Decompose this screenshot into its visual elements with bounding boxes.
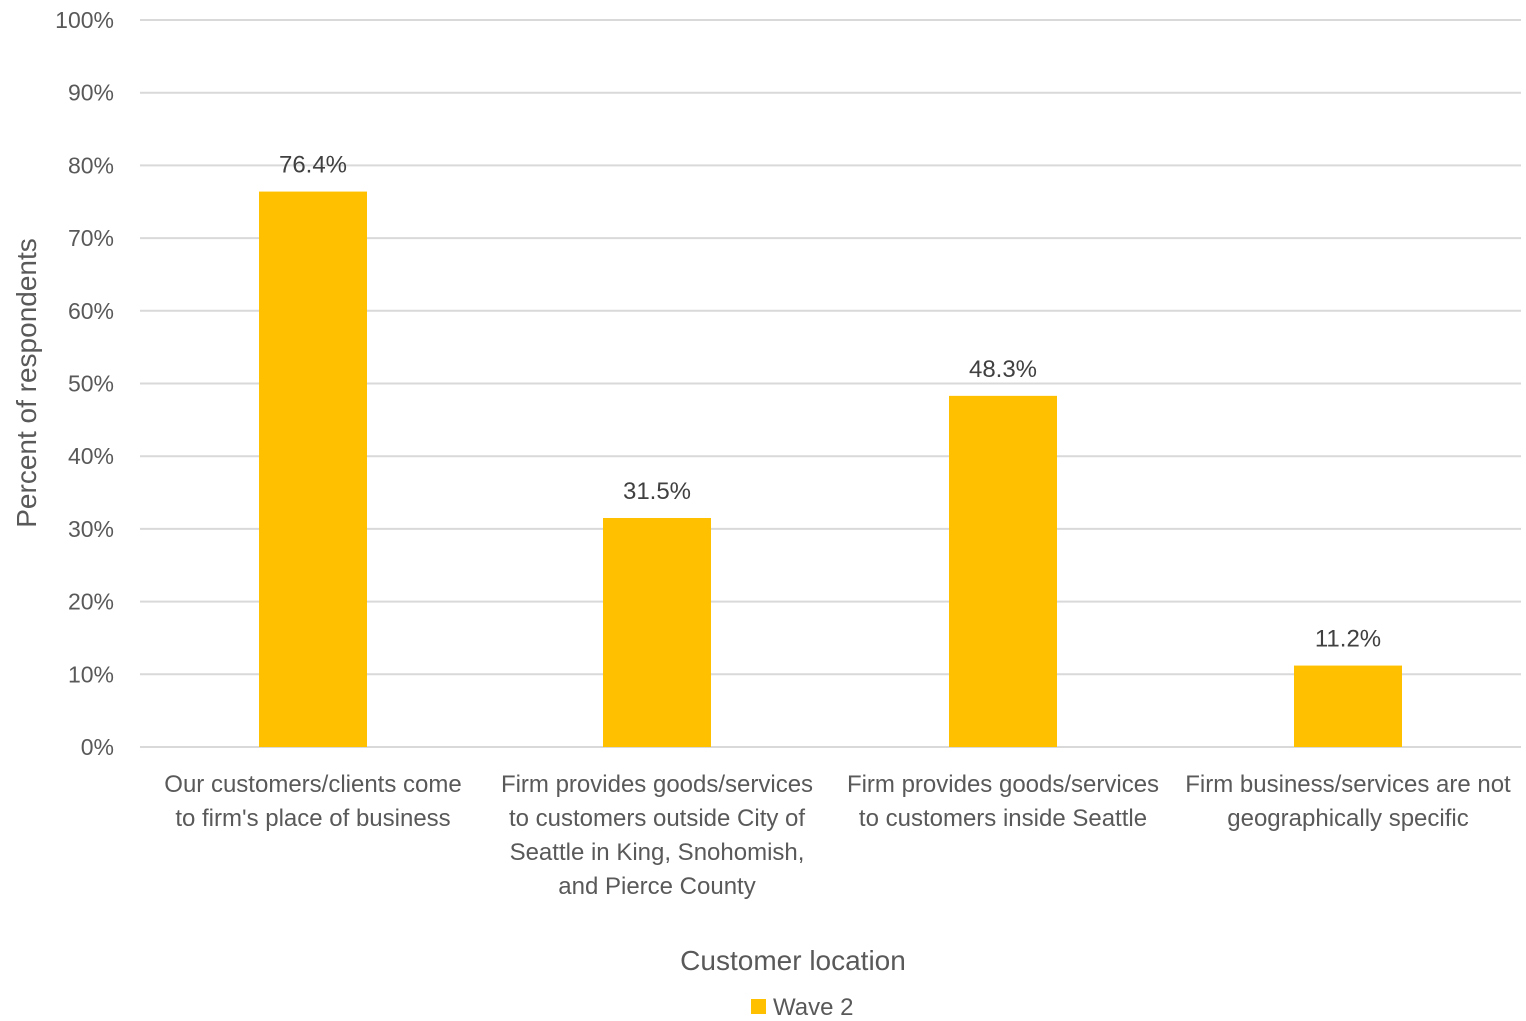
y-tick-label: 100% <box>55 7 114 33</box>
legend-swatch-wave-2 <box>751 999 766 1014</box>
y-tick-label: 20% <box>68 589 114 615</box>
legend-label-wave-2: Wave 2 <box>773 994 853 1021</box>
x-category-label: Firm provides goods/services to customers… <box>847 771 1159 832</box>
legend: Wave 2 <box>751 994 853 1021</box>
x-category-label-line: to customers inside Seattle <box>859 805 1147 832</box>
bar-data-label: 11.2% <box>1315 626 1381 653</box>
bar <box>259 191 367 747</box>
bar <box>603 517 711 747</box>
bar-data-label: 31.5% <box>623 478 691 505</box>
x-category-label-line: Our customers/clients come <box>164 771 461 798</box>
data-labels: 76.4% 31.5% 48.3% 11.2% <box>279 152 1381 653</box>
y-tick-label: 90% <box>68 80 114 106</box>
x-category-label-line: Seattle in King, Snohomish, <box>510 839 805 866</box>
x-category-label-line: Firm provides goods/services <box>501 771 813 798</box>
x-category-label-line: to customers outside City of <box>509 805 805 832</box>
x-category-label-line: and Pierce County <box>558 873 755 900</box>
y-tick-label: 30% <box>68 516 114 542</box>
y-tick-label: 70% <box>68 225 114 251</box>
y-axis-tick-labels: 0% 10% 20% 30% 40% 50% 60% 70% 80% 90% 100% <box>55 7 114 760</box>
y-tick-label: 60% <box>68 298 114 324</box>
bar-data-label: 48.3% <box>969 356 1037 383</box>
bars <box>259 191 1402 747</box>
y-tick-label: 40% <box>68 443 114 469</box>
bar <box>1294 665 1402 747</box>
y-tick-label: 50% <box>68 371 114 397</box>
x-axis-category-labels: Our customers/clients come to firm's plac… <box>164 771 1511 900</box>
y-tick-label: 80% <box>68 152 114 178</box>
y-axis-title: Percent of respondents <box>11 238 42 528</box>
x-category-label-line: to firm's place of business <box>175 805 450 832</box>
x-category-label-line: geographically specific <box>1227 805 1468 832</box>
x-category-label-line: Firm provides goods/services <box>847 771 1159 798</box>
y-tick-label: 0% <box>81 734 114 760</box>
gridlines <box>140 19 1521 748</box>
bar <box>949 395 1057 747</box>
y-tick-label: 10% <box>68 661 114 687</box>
x-category-label: Our customers/clients come to firm's plac… <box>164 771 461 832</box>
bar-data-label: 76.4% <box>279 152 347 179</box>
x-axis-title: Customer location <box>680 945 906 976</box>
x-category-label-line: Firm business/services are not <box>1185 771 1511 798</box>
x-category-label: Firm business/services are not geographic… <box>1185 771 1511 832</box>
x-category-label: Firm provides goods/services to customers… <box>501 771 813 900</box>
